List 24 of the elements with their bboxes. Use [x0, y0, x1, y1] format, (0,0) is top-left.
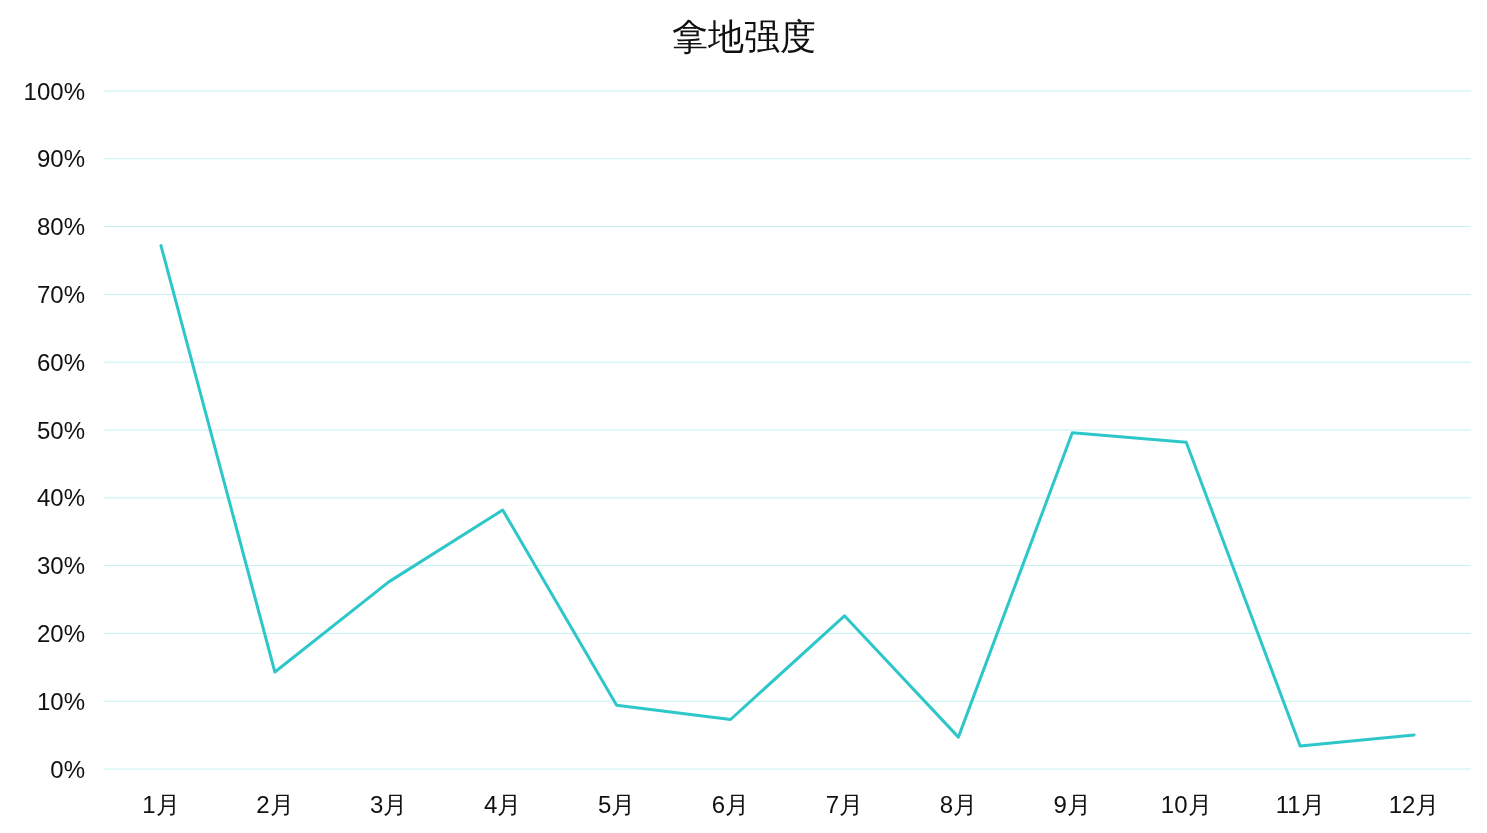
x-tick-label: 12月 [1388, 790, 1440, 818]
x-tick-label: 11月 [1275, 790, 1325, 818]
x-tick-label: 4月 [484, 790, 522, 818]
y-tick-label: 70% [36, 280, 85, 308]
x-tick-label: 10月 [1160, 790, 1212, 818]
y-tick-label: 20% [36, 619, 85, 647]
y-tick-label: 0% [50, 755, 85, 783]
x-tick-label: 2月 [256, 790, 294, 818]
x-tick-label: 7月 [825, 790, 864, 818]
title: 拿地强度 [671, 15, 816, 57]
y-tick-label: 50% [36, 416, 85, 444]
y-tick-label: 100% [23, 77, 85, 105]
y-tick-label: 40% [36, 484, 85, 512]
x-tick-label: 9月 [1053, 790, 1091, 818]
x-tick-label: 1月 [142, 790, 180, 818]
x-tick-label: 6月 [711, 790, 750, 818]
y-tick-label: 10% [36, 687, 85, 715]
x-tick-label: 8月 [939, 790, 978, 818]
y-tick-label: 60% [36, 348, 85, 376]
x-tick-label: 5月 [597, 790, 636, 818]
y-tick-label: 30% [36, 552, 85, 580]
y-tick-label: 90% [36, 145, 85, 173]
x-tick-label: 3月 [370, 790, 408, 818]
y-tick-label: 80% [36, 213, 85, 241]
